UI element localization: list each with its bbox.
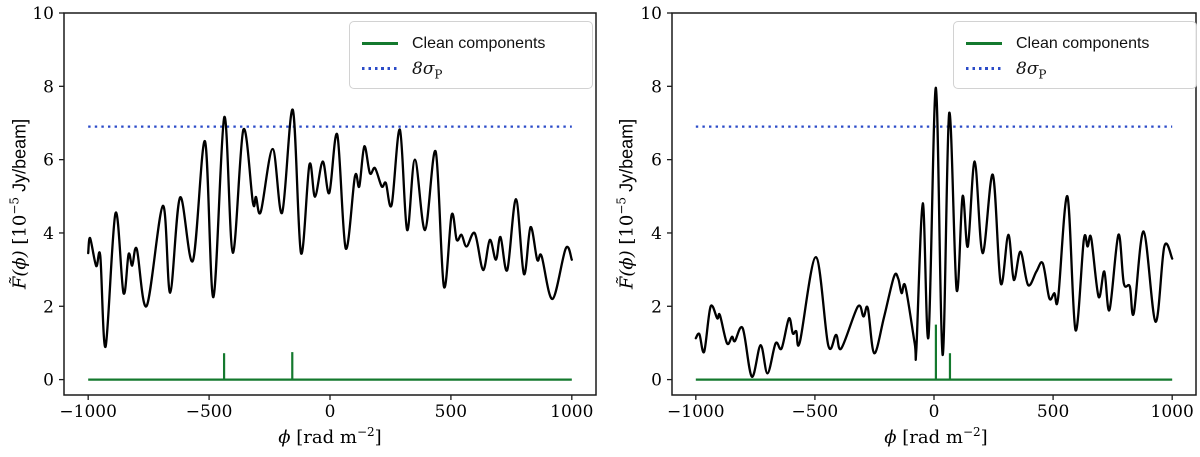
legend-label-clean-components: Clean components xyxy=(1016,34,1150,52)
ylabel-function: F̃(ϕ) xyxy=(9,250,31,290)
xlabel-phi: ϕ xyxy=(278,427,291,448)
legend-item-clean-components: Clean components xyxy=(362,31,584,56)
x-axis-label-left: ϕ [rad m−2] xyxy=(278,425,382,448)
xlabel-exponent: −2 xyxy=(356,425,375,439)
dirty-spectrum-curve xyxy=(87,108,573,348)
clean-components-line-swatch xyxy=(362,42,398,45)
x-tick-label: 1000 xyxy=(1151,402,1194,422)
legend-item-threshold: 8σP xyxy=(966,56,1188,81)
y-tick-label: 8 xyxy=(651,77,662,97)
x-tick-label: 0 xyxy=(929,402,940,422)
threshold-dotted-line-swatch xyxy=(966,67,1002,70)
y-tick-label: 8 xyxy=(43,77,54,97)
clean-components-line-swatch xyxy=(966,42,1002,45)
legend-label-threshold: 8σP xyxy=(1016,58,1047,81)
dirty-spectrum-curve xyxy=(694,86,1174,378)
x-tick-label: 0 xyxy=(325,402,336,422)
x-tick-label: −500 xyxy=(186,402,233,422)
legend-right: Clean components 8σP xyxy=(953,21,1197,89)
xlabel-phi: ϕ xyxy=(884,427,897,448)
panel-right: −1000 −500 0 500 1000 0 2 4 6 8 10 xyxy=(640,4,1197,422)
ylabel-exponent: −5 xyxy=(7,196,22,215)
legend-item-threshold: 8σP xyxy=(362,56,584,81)
x-axis-label-right: ϕ [rad m−2] xyxy=(884,425,988,448)
y-axis-label-left: F̃(ϕ) [10−5 Jy/beam] xyxy=(7,118,31,290)
legend-item-clean-components: Clean components xyxy=(966,31,1188,56)
x-tick-label: −1000 xyxy=(59,402,117,422)
legend-label-threshold: 8σP xyxy=(412,58,443,81)
xlabel-exponent: −2 xyxy=(962,425,981,439)
x-tick-label: −1000 xyxy=(667,402,725,422)
threshold-dotted-line-swatch xyxy=(362,67,398,70)
y-tick-label: 0 xyxy=(651,371,662,391)
y-tick-label: 2 xyxy=(43,297,54,317)
ylabel-exponent: −5 xyxy=(614,196,629,215)
panel-left: −1000 −500 0 500 1000 0 2 4 6 8 10 xyxy=(32,4,597,422)
y-axis-label-right: F̃(ϕ) [10−5 Jy/beam] xyxy=(614,118,638,290)
y-tick-label: 4 xyxy=(651,224,662,244)
y-tick-label: 0 xyxy=(43,371,54,391)
y-tick-label: 10 xyxy=(32,4,54,24)
y-tick-label: 10 xyxy=(640,4,662,24)
y-tick-label: 6 xyxy=(651,151,662,171)
ylabel-function: F̃(ϕ) xyxy=(616,250,638,290)
x-tick-label: −500 xyxy=(792,402,839,422)
x-tick-label: 1000 xyxy=(550,402,593,422)
x-tick-label: 500 xyxy=(1037,402,1069,422)
y-tick-label: 4 xyxy=(43,224,54,244)
y-tick-label: 6 xyxy=(43,151,54,171)
y-tick-label: 2 xyxy=(651,297,662,317)
x-tick-label: 500 xyxy=(435,402,467,422)
legend-label-clean-components: Clean components xyxy=(412,34,546,52)
legend-left: Clean components 8σP xyxy=(349,21,593,89)
